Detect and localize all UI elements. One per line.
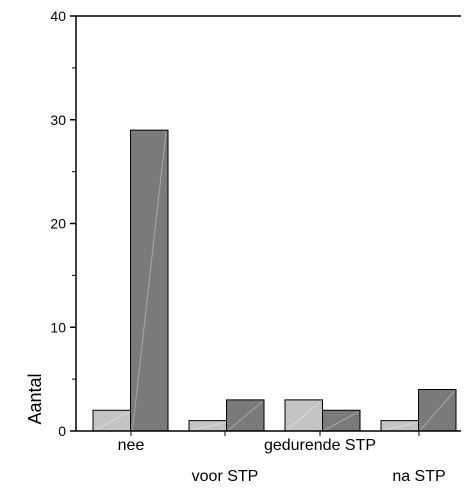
x-category-label-2: gedurende STP <box>264 437 376 454</box>
x-category-label-1: voor STP <box>192 468 259 485</box>
labels-layer: 0 10 20 30 40 nee voor STP gedurende STP na STP <box>50 8 445 485</box>
y-axis-title: Aantal <box>25 373 45 424</box>
bar-sheen-2-3 <box>420 391 455 431</box>
bar-sheen-2-1 <box>228 401 263 431</box>
y-tick-label-3: 30 <box>50 112 66 128</box>
y-tick-label-4: 40 <box>50 8 66 24</box>
x-category-label-3: na STP <box>392 468 445 485</box>
bar-sheen-1-3 <box>382 422 417 431</box>
bar-sheen-2-2 <box>324 411 359 431</box>
bar-sheen-2-0 <box>132 132 167 431</box>
bars-layer <box>92 129 457 432</box>
y-tick-label-1: 10 <box>50 319 66 335</box>
bar-sheen-1-0 <box>94 411 129 431</box>
bar-sheen-1-2 <box>286 401 321 431</box>
bar-series-2-0 <box>130 129 169 432</box>
y-tick-label-2: 20 <box>50 216 66 232</box>
y-tick-label-0: 0 <box>58 423 66 439</box>
axes-layer <box>70 15 461 436</box>
x-category-label-0: nee <box>118 437 145 454</box>
bar-sheen-1-1 <box>190 422 225 431</box>
